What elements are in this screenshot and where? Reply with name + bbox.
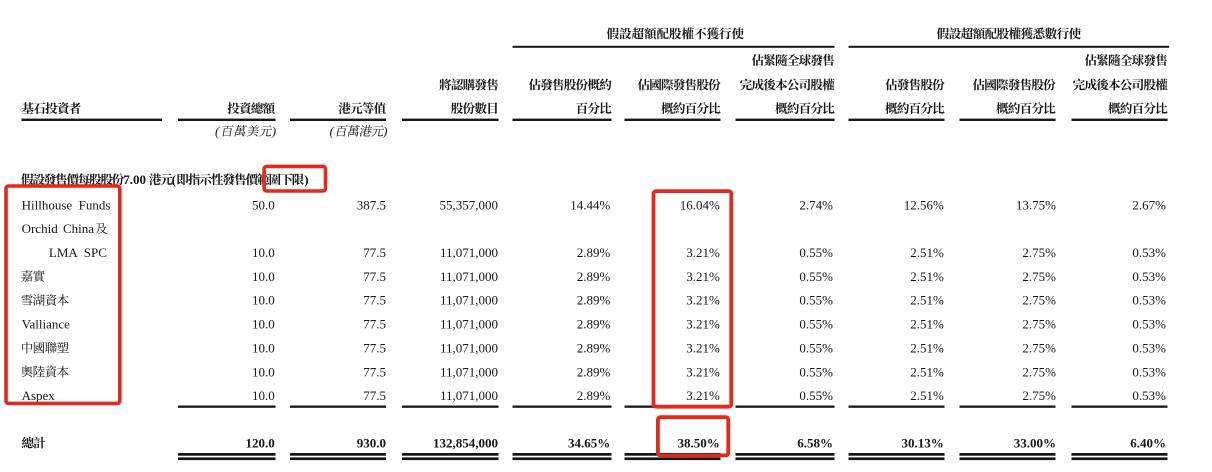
svg-text:2.89%: 2.89% bbox=[577, 245, 611, 260]
svg-text:3.21%: 3.21% bbox=[686, 269, 720, 284]
svg-text:77.5: 77.5 bbox=[363, 340, 386, 355]
svg-text:2.75%: 2.75% bbox=[1022, 245, 1056, 260]
svg-text:0.55%: 0.55% bbox=[799, 340, 833, 355]
svg-text:0.55%: 0.55% bbox=[799, 317, 833, 332]
svg-text:10.0: 10.0 bbox=[252, 269, 275, 284]
svg-text:2.51%: 2.51% bbox=[910, 245, 944, 260]
svg-text:77.5: 77.5 bbox=[363, 364, 386, 379]
svg-text:2.75%: 2.75% bbox=[1022, 269, 1056, 284]
svg-text:387.5: 387.5 bbox=[357, 197, 386, 212]
svg-text:2.89%: 2.89% bbox=[577, 364, 611, 379]
svg-text:132,854,000: 132,854,000 bbox=[433, 436, 498, 451]
svg-text:930.0: 930.0 bbox=[357, 436, 386, 451]
svg-text:12.56%: 12.56% bbox=[904, 197, 944, 212]
svg-text:10.0: 10.0 bbox=[252, 388, 275, 403]
svg-text:Orchid: Orchid bbox=[22, 221, 59, 236]
svg-text:2.75%: 2.75% bbox=[1022, 364, 1056, 379]
svg-text:0.55%: 0.55% bbox=[799, 388, 833, 403]
svg-text:0.53%: 0.53% bbox=[1132, 388, 1166, 403]
svg-text:50.0: 50.0 bbox=[252, 197, 275, 212]
svg-text:14.44%: 14.44% bbox=[570, 197, 610, 212]
svg-text:3.21%: 3.21% bbox=[686, 317, 720, 332]
svg-text:30.13%: 30.13% bbox=[902, 436, 944, 451]
svg-text:(: ( bbox=[172, 172, 176, 187]
svg-text:2.51%: 2.51% bbox=[910, 293, 944, 308]
svg-text:3.21%: 3.21% bbox=[686, 364, 720, 379]
svg-text:2.74%: 2.74% bbox=[799, 197, 833, 212]
svg-text:3.21%: 3.21% bbox=[686, 340, 720, 355]
svg-text:3.21%: 3.21% bbox=[686, 388, 720, 403]
svg-text:11,071,000: 11,071,000 bbox=[440, 364, 498, 379]
svg-text:2.75%: 2.75% bbox=[1022, 293, 1056, 308]
svg-text:): ) bbox=[271, 124, 276, 139]
svg-text:0.55%: 0.55% bbox=[799, 245, 833, 260]
svg-text:10.0: 10.0 bbox=[252, 317, 275, 332]
svg-text:): ) bbox=[304, 172, 308, 187]
svg-text:13.75%: 13.75% bbox=[1016, 197, 1056, 212]
svg-text:77.5: 77.5 bbox=[363, 245, 386, 260]
svg-text:77.5: 77.5 bbox=[363, 293, 386, 308]
svg-text:2.89%: 2.89% bbox=[577, 388, 611, 403]
svg-text:0.55%: 0.55% bbox=[799, 269, 833, 284]
svg-text:0.53%: 0.53% bbox=[1132, 293, 1166, 308]
svg-text:2.67%: 2.67% bbox=[1132, 197, 1166, 212]
svg-text:3.21%: 3.21% bbox=[686, 245, 720, 260]
svg-text:): ) bbox=[382, 124, 387, 139]
svg-text:Funds: Funds bbox=[79, 197, 111, 212]
svg-text:(: ( bbox=[330, 124, 335, 139]
svg-text:33.00%: 33.00% bbox=[1014, 436, 1056, 451]
svg-text:SPC: SPC bbox=[84, 245, 107, 260]
svg-text:11,071,000: 11,071,000 bbox=[440, 245, 498, 260]
svg-text:11,071,000: 11,071,000 bbox=[440, 388, 498, 403]
svg-text:0.53%: 0.53% bbox=[1132, 317, 1166, 332]
svg-text:11,071,000: 11,071,000 bbox=[440, 317, 498, 332]
svg-text:77.5: 77.5 bbox=[363, 317, 386, 332]
svg-text:120.0: 120.0 bbox=[246, 436, 275, 451]
svg-text:2.51%: 2.51% bbox=[910, 317, 944, 332]
svg-text:2.89%: 2.89% bbox=[577, 317, 611, 332]
svg-text:34.65%: 34.65% bbox=[568, 436, 610, 451]
svg-text:2.51%: 2.51% bbox=[910, 364, 944, 379]
svg-text:2.89%: 2.89% bbox=[577, 269, 611, 284]
svg-text:0.53%: 0.53% bbox=[1132, 340, 1166, 355]
svg-text:11,071,000: 11,071,000 bbox=[440, 293, 498, 308]
svg-text:(: ( bbox=[215, 124, 220, 139]
svg-text:0.53%: 0.53% bbox=[1132, 364, 1166, 379]
svg-text:77.5: 77.5 bbox=[363, 269, 386, 284]
svg-text:0.55%: 0.55% bbox=[799, 293, 833, 308]
svg-text:2.75%: 2.75% bbox=[1022, 317, 1056, 332]
svg-text:0.55%: 0.55% bbox=[799, 364, 833, 379]
svg-text:10.0: 10.0 bbox=[252, 340, 275, 355]
svg-text:10.0: 10.0 bbox=[252, 293, 275, 308]
svg-text:11,071,000: 11,071,000 bbox=[440, 340, 498, 355]
svg-text:6.40%: 6.40% bbox=[1130, 436, 1166, 451]
svg-text:3.21%: 3.21% bbox=[686, 293, 720, 308]
svg-text:Valliance: Valliance bbox=[22, 317, 71, 332]
svg-text:2.89%: 2.89% bbox=[577, 340, 611, 355]
svg-text:Hillhouse: Hillhouse bbox=[22, 197, 73, 212]
svg-text:55,357,000: 55,357,000 bbox=[440, 197, 499, 212]
svg-text:2.75%: 2.75% bbox=[1022, 388, 1056, 403]
svg-text:6.58%: 6.58% bbox=[797, 436, 833, 451]
svg-text:2.51%: 2.51% bbox=[910, 269, 944, 284]
svg-text:2.51%: 2.51% bbox=[910, 340, 944, 355]
svg-text:2.51%: 2.51% bbox=[910, 388, 944, 403]
svg-text:38.50%: 38.50% bbox=[678, 436, 720, 451]
svg-text:11,071,000: 11,071,000 bbox=[440, 269, 498, 284]
svg-text:0.53%: 0.53% bbox=[1132, 269, 1166, 284]
svg-text:7.00: 7.00 bbox=[123, 172, 146, 187]
svg-text:10.0: 10.0 bbox=[252, 245, 275, 260]
svg-text:77.5: 77.5 bbox=[363, 388, 386, 403]
svg-text:10.0: 10.0 bbox=[252, 364, 275, 379]
svg-text:2.89%: 2.89% bbox=[577, 293, 611, 308]
svg-text:16.04%: 16.04% bbox=[680, 197, 720, 212]
svg-text:Aspex: Aspex bbox=[22, 388, 56, 403]
svg-text:0.53%: 0.53% bbox=[1132, 245, 1166, 260]
svg-text:2.75%: 2.75% bbox=[1022, 340, 1056, 355]
svg-text:LMA: LMA bbox=[49, 245, 79, 260]
svg-text:China: China bbox=[63, 221, 94, 236]
